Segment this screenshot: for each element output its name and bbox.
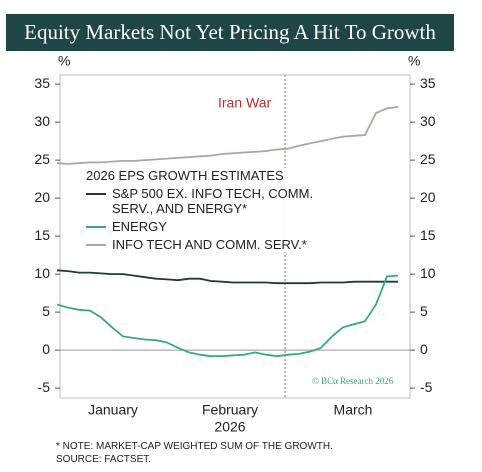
- title: Equity Markets Not Yet Pricing A Hit To …: [6, 14, 454, 51]
- note: SOURCE: FACTSET.: [56, 454, 152, 465]
- y2-tick-label: 35: [420, 75, 436, 91]
- y-tick-label: 25: [34, 151, 50, 167]
- legend-label: S&P 500 EX. INFO TECH, COMM. SERV., AND …: [112, 186, 314, 216]
- y-tick-label: 10: [34, 265, 50, 281]
- legend-label: ENERGY: [112, 219, 167, 234]
- series-line: [56, 274, 399, 358]
- y-tick-label: 20: [34, 189, 50, 205]
- y-tick-label: 35: [34, 75, 50, 91]
- y2-tick-label: 0: [420, 341, 428, 357]
- legend-swatch: [86, 244, 106, 246]
- legend-label: INFO TECH AND COMM. SERV.*: [112, 237, 307, 252]
- x-year-label: 2026: [214, 419, 245, 435]
- y2-tick-label: 10: [420, 265, 436, 281]
- y-tick-label: 0: [42, 341, 50, 357]
- x-tick-label: January: [88, 402, 138, 418]
- y2-tick-label: 15: [420, 227, 436, 243]
- notes: * NOTE: MARKET-CAP WEIGHTED SUM OF THE G…: [56, 440, 333, 466]
- legend-item: ENERGY: [86, 219, 341, 234]
- x-tick-label: March: [334, 402, 373, 418]
- y2-tick-label: 25: [420, 151, 436, 167]
- series-line: [56, 106, 399, 165]
- y-tick-label: -5: [38, 379, 51, 395]
- series-line: [56, 269, 398, 285]
- y2-tick-label: 30: [420, 113, 436, 129]
- y2-tick-label: -5: [420, 379, 433, 395]
- legend-swatch: [86, 193, 106, 195]
- y-tick-label: 15: [34, 227, 50, 243]
- y2-tick-label: 5: [420, 303, 428, 319]
- legend-title: 2026 EPS GROWTH ESTIMATES: [86, 168, 284, 183]
- legend-item: S&P 500 EX. INFO TECH, COMM. SERV., AND …: [86, 186, 341, 216]
- y-tick-label: 30: [34, 113, 50, 129]
- y2-tick-label: 20: [420, 189, 436, 205]
- y-tick-label: 5: [42, 303, 50, 319]
- legend-swatch: [86, 226, 106, 228]
- note: * NOTE: MARKET-CAP WEIGHTED SUM OF THE G…: [56, 441, 333, 452]
- legend-item: INFO TECH AND COMM. SERV.*: [86, 237, 341, 252]
- annotation: Iran War: [218, 95, 271, 111]
- y-unit: %: [58, 53, 70, 69]
- x-tick-label: February: [202, 402, 258, 418]
- watermark: © BCα Research 2026: [312, 376, 394, 386]
- y2-unit: %: [408, 53, 420, 69]
- legend: 2026 EPS GROWTH ESTIMATES S&P 500 EX. IN…: [86, 168, 341, 252]
